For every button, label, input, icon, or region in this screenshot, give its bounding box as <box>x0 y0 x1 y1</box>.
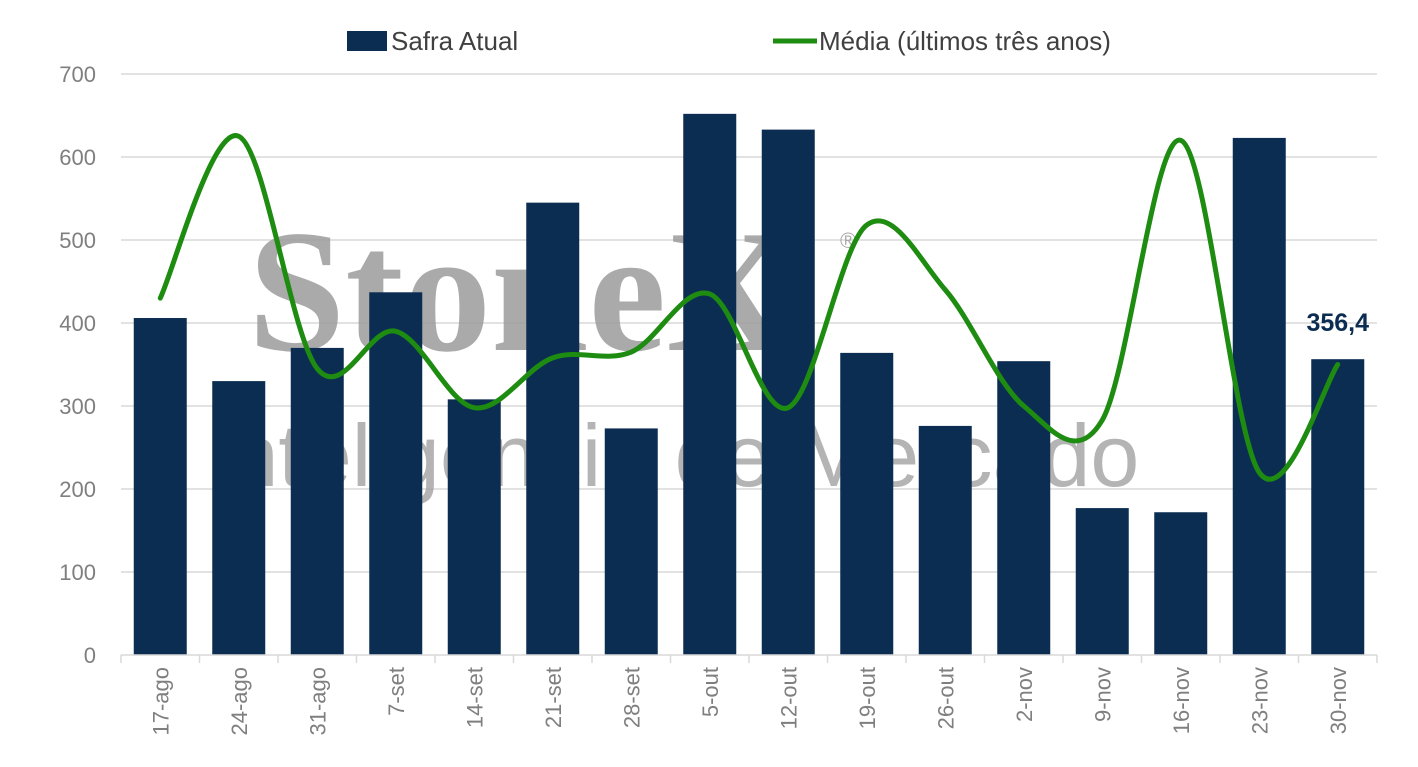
y-tick-label: 600 <box>59 145 96 170</box>
legend-label-line: Média (últimos três anos) <box>819 26 1111 56</box>
bar <box>604 428 658 655</box>
bar <box>212 381 266 655</box>
bar <box>840 352 894 655</box>
bar-series <box>133 113 1365 656</box>
bar <box>761 129 815 656</box>
y-tick-label: 700 <box>59 62 96 87</box>
x-tick-label: 17-ago <box>148 667 173 736</box>
x-tick-label: 23-nov <box>1247 667 1272 734</box>
bar <box>997 361 1051 655</box>
x-tick-label: 2-nov <box>1012 667 1037 722</box>
y-tick-label: 0 <box>84 643 96 668</box>
bar <box>1232 137 1286 655</box>
x-tick-label: 16-nov <box>1169 667 1194 734</box>
y-tick-label: 200 <box>59 477 96 502</box>
watermark-tagline: Inteligência de Mercado <box>205 406 1139 505</box>
bar <box>447 399 501 655</box>
data-label: 356,4 <box>1306 309 1369 337</box>
bar <box>133 318 187 655</box>
bar <box>1154 512 1208 655</box>
x-tick-label: 31-ago <box>305 667 330 736</box>
bar <box>369 292 423 655</box>
x-tick-label: 5-out <box>698 667 723 717</box>
annotations: 356,4 <box>1306 309 1369 337</box>
x-tick-label: 21-set <box>541 667 566 728</box>
legend-label-bar: Safra Atual <box>391 26 518 56</box>
x-tick-label: 14-set <box>462 667 487 728</box>
bar <box>1075 508 1129 655</box>
bar <box>526 202 580 655</box>
x-tick-label: 12-out <box>776 667 801 729</box>
average-line <box>157 133 1341 482</box>
legend-swatch-bar <box>347 31 387 51</box>
x-tick-label: 9-nov <box>1090 667 1115 722</box>
x-tick-label: 24-ago <box>227 667 252 736</box>
y-tick-label: 400 <box>59 311 96 336</box>
x-tick-label: 19-out <box>855 667 880 729</box>
x-tick-label: 26-out <box>933 667 958 729</box>
y-tick-label: 500 <box>59 228 96 253</box>
bar <box>918 425 972 655</box>
x-tick-label: 7-set <box>384 667 409 716</box>
bar <box>683 113 737 656</box>
legend: Safra Atual Média (últimos três anos) <box>347 26 1111 56</box>
line-series <box>157 133 1341 482</box>
x-tick-label: 28-set <box>619 667 644 728</box>
y-tick-label: 100 <box>59 560 96 585</box>
y-tick-label: 300 <box>59 394 96 419</box>
x-tick-label: 30-nov <box>1326 667 1351 734</box>
axes: 0 100 200 300 400 500 600 700 17-ago 24-ago 31-ago… <box>59 62 1378 736</box>
bar <box>290 347 344 655</box>
